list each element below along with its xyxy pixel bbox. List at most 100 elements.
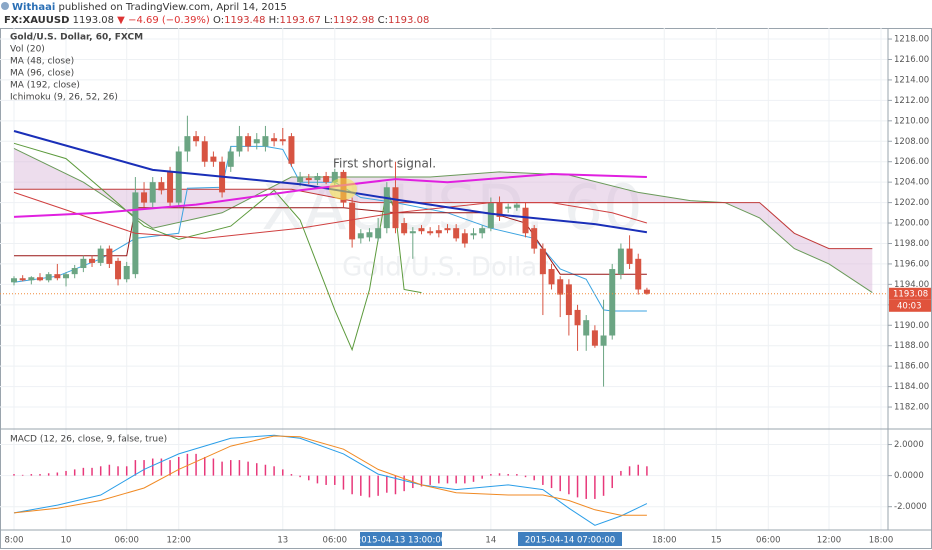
h-label: H: — [269, 15, 280, 26]
x-tick-label: 12:00 — [817, 536, 842, 546]
author[interactable]: Withaai — [12, 2, 55, 13]
x-tick-label: 06:00 — [323, 536, 348, 546]
countdown-label: 40:03 — [897, 301, 922, 311]
histogram-bar — [559, 475, 561, 492]
candle-body — [557, 279, 564, 295]
candle-body — [253, 139, 260, 144]
legend-entry[interactable]: MA (192, close) — [10, 81, 80, 91]
histogram-bar — [533, 475, 535, 481]
histogram-bar — [585, 475, 587, 499]
candle-body — [626, 248, 633, 264]
annotation: First short signal. — [333, 157, 436, 171]
histogram-bar — [230, 460, 232, 476]
c-label: C: — [378, 15, 388, 26]
macd-title[interactable]: MACD (12, 26, close, 9, false, true) — [10, 435, 167, 445]
x-tick-label: 15 — [711, 536, 722, 546]
candle-body — [279, 139, 286, 142]
candle-body — [123, 265, 130, 280]
candle-body — [193, 136, 200, 142]
candle-body — [366, 232, 373, 238]
candle-body — [297, 177, 304, 183]
candle-body — [54, 274, 61, 279]
cloud-span — [13, 147, 873, 294]
down-arrow: ▼ — [117, 15, 125, 26]
h-value: 1193.67 — [280, 15, 321, 26]
histogram-bar — [628, 466, 631, 476]
histogram-bar — [13, 474, 15, 476]
histogram-bar — [212, 458, 215, 476]
histogram-bar — [125, 466, 128, 476]
candle-body — [591, 330, 598, 346]
histogram-bar — [30, 474, 33, 476]
y-tick-label: 1194.00 — [894, 280, 929, 290]
histogram-bar — [568, 475, 570, 495]
histogram-bar — [620, 470, 622, 476]
candle-body — [141, 192, 148, 203]
candle-body — [349, 202, 356, 240]
histogram-bar — [177, 456, 180, 476]
candle-body — [453, 228, 460, 239]
candle-body — [401, 223, 408, 234]
histogram-bar — [498, 473, 501, 476]
candle-body — [548, 269, 555, 285]
x-tick-label: 10 — [61, 536, 72, 546]
candle-body — [210, 156, 217, 162]
chart-title: Gold/U.S. Dollar, 60, FXCM — [10, 33, 143, 43]
candle-body — [158, 182, 165, 191]
histogram-bar — [342, 475, 345, 490]
histogram-bar — [256, 463, 258, 476]
legend-entry[interactable]: MA (96, close) — [10, 69, 74, 79]
candle-body — [37, 277, 44, 281]
symbol: FX:XAUUSD — [4, 15, 69, 26]
candle-body — [643, 289, 650, 294]
legend-entry[interactable]: MA (48, close) — [10, 57, 74, 67]
candle-body — [574, 309, 581, 326]
moving-average — [13, 191, 648, 239]
histogram-bar — [299, 475, 301, 478]
histogram-bar — [368, 475, 371, 498]
candle-body — [513, 204, 520, 208]
histogram-bar — [602, 475, 605, 496]
histogram-bar — [21, 474, 24, 476]
histogram-bar — [99, 466, 102, 476]
c-value: 1193.08 — [388, 15, 429, 26]
histogram-bar — [238, 460, 241, 476]
candle-body — [314, 176, 321, 181]
crosshair-label-box — [518, 532, 622, 546]
candle-body — [63, 274, 70, 279]
volume-label[interactable]: Vol (20) — [10, 45, 45, 55]
histogram-bar — [160, 458, 163, 476]
histogram-bar — [73, 469, 76, 476]
candle-body — [262, 136, 269, 147]
candle-body — [271, 138, 278, 142]
countdown-box — [889, 299, 931, 312]
histogram-bar — [576, 475, 579, 498]
histogram-bar — [351, 475, 353, 495]
published: published on TradingView.com, April 14, … — [58, 2, 286, 13]
candle-body — [617, 248, 624, 275]
watermark-name: Gold/U.S. Dollar — [342, 253, 548, 283]
x-tick-label: 13 — [277, 536, 288, 546]
candle-body — [479, 228, 486, 234]
histogram-bar — [377, 475, 379, 496]
histogram-bar — [516, 474, 518, 476]
y-tick-label: 1190.00 — [894, 321, 929, 331]
histogram-bar — [56, 472, 59, 476]
candle-body — [375, 228, 382, 239]
candle-body — [435, 230, 442, 234]
candle-body — [106, 248, 113, 264]
y-tick-label: 1210.00 — [894, 116, 929, 126]
l-value: 1192.98 — [333, 15, 374, 26]
histogram-bar — [134, 460, 137, 476]
histogram-bar — [308, 475, 310, 481]
last-price-box — [889, 287, 931, 300]
legend-entry[interactable]: Ichimoku (9, 26, 52, 26) — [10, 93, 118, 103]
histogram-bar — [542, 475, 544, 485]
histogram-bar — [360, 475, 362, 496]
histogram-bar — [290, 474, 293, 476]
histogram-bar — [446, 475, 449, 484]
histogram-bar — [386, 475, 388, 493]
candle-body — [175, 151, 182, 203]
histogram-bar — [420, 475, 423, 487]
